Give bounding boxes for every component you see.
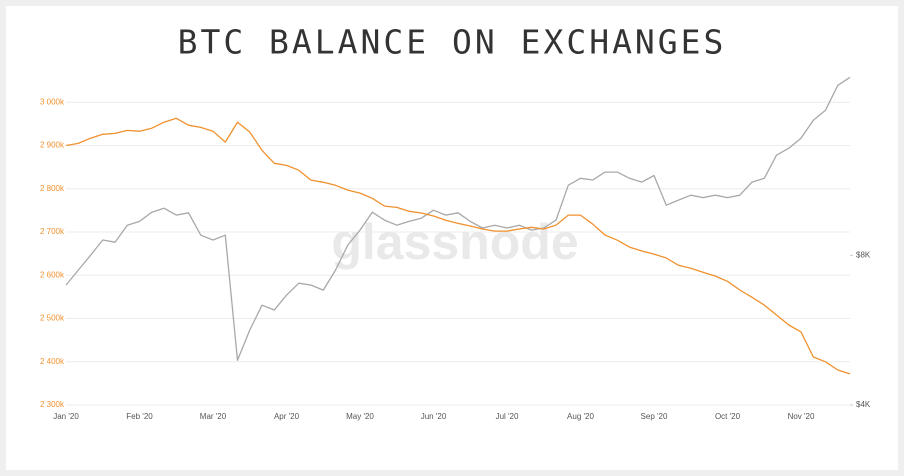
y2-tick-label: $8K [856,250,871,259]
x-tick-label: May '20 [346,412,374,421]
chart-title: BTC BALANCE ON EXCHANGES [178,23,727,62]
x-tick-label: Jan '20 [53,412,79,421]
y2-tick-label: $4K [856,400,871,409]
y-tick-label: 2 700k [40,227,65,236]
y-tick-label: 2 300k [40,400,65,409]
y-tick-label: 2 900k [40,141,65,150]
x-tick-label: Mar '20 [200,412,227,421]
y-tick-label: 2 400k [40,357,65,366]
x-tick-label: Feb '20 [126,412,153,421]
chart-background [6,6,898,470]
y-tick-label: 3 000k [40,97,65,106]
watermark: glassnode [331,214,578,270]
x-tick-label: Aug '20 [567,412,594,421]
x-tick-label: Apr '20 [274,412,300,421]
x-tick-label: Jul '20 [496,412,519,421]
series-line [65,76,851,361]
y-tick-label: 2 800k [40,184,65,193]
x-tick-label: Nov '20 [788,412,815,421]
x-tick-label: Jun '20 [421,412,447,421]
y-tick-label: 2 500k [40,314,65,323]
x-tick-label: Oct '20 [715,412,741,421]
x-tick-label: Sep '20 [641,412,668,421]
y-tick-label: 2 600k [40,270,65,279]
series-line [65,117,851,375]
